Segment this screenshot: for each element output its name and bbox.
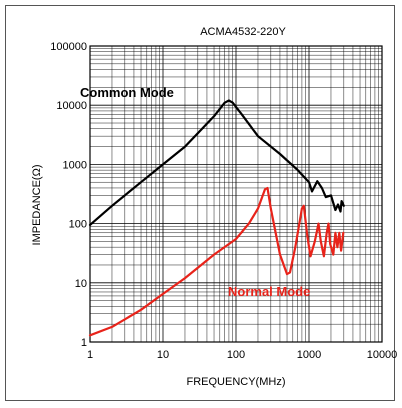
y-tick-labels: 1 10 100 1000 10000 100000 bbox=[50, 41, 87, 349]
y-axis-label: IMPEDANCE(Ω) bbox=[31, 165, 43, 246]
plot-grid bbox=[90, 46, 382, 342]
y-tick-label: 1 bbox=[81, 337, 87, 349]
x-tick-label: 1 bbox=[87, 349, 93, 361]
y-tick-label: 1000 bbox=[63, 159, 87, 171]
chart-frame bbox=[5, 5, 395, 401]
series-label-normal-mode: Normal Mode bbox=[228, 284, 310, 299]
x-tick-label: 10000 bbox=[367, 349, 398, 361]
series-label-common-mode: Common Mode bbox=[80, 85, 174, 100]
series-line-normal-mode bbox=[88, 186, 345, 337]
y-tick-label: 10 bbox=[75, 278, 87, 290]
x-tick-label: 100 bbox=[227, 349, 245, 361]
plot-border bbox=[89, 45, 383, 343]
x-axis-label: FREQUENCY(MHz) bbox=[187, 376, 286, 388]
y-tick-label: 100000 bbox=[50, 41, 87, 53]
x-tick-label: 1000 bbox=[297, 349, 321, 361]
y-tick-label: 10000 bbox=[56, 100, 87, 112]
chart-title: ACMA4532-220Y bbox=[200, 26, 286, 38]
series-line-common-mode bbox=[88, 99, 345, 226]
x-tick-labels: 1 10 100 1000 10000 bbox=[87, 349, 397, 361]
x-tick-label: 10 bbox=[157, 349, 169, 361]
series-lines bbox=[88, 99, 345, 337]
y-tick-label: 100 bbox=[69, 219, 87, 231]
